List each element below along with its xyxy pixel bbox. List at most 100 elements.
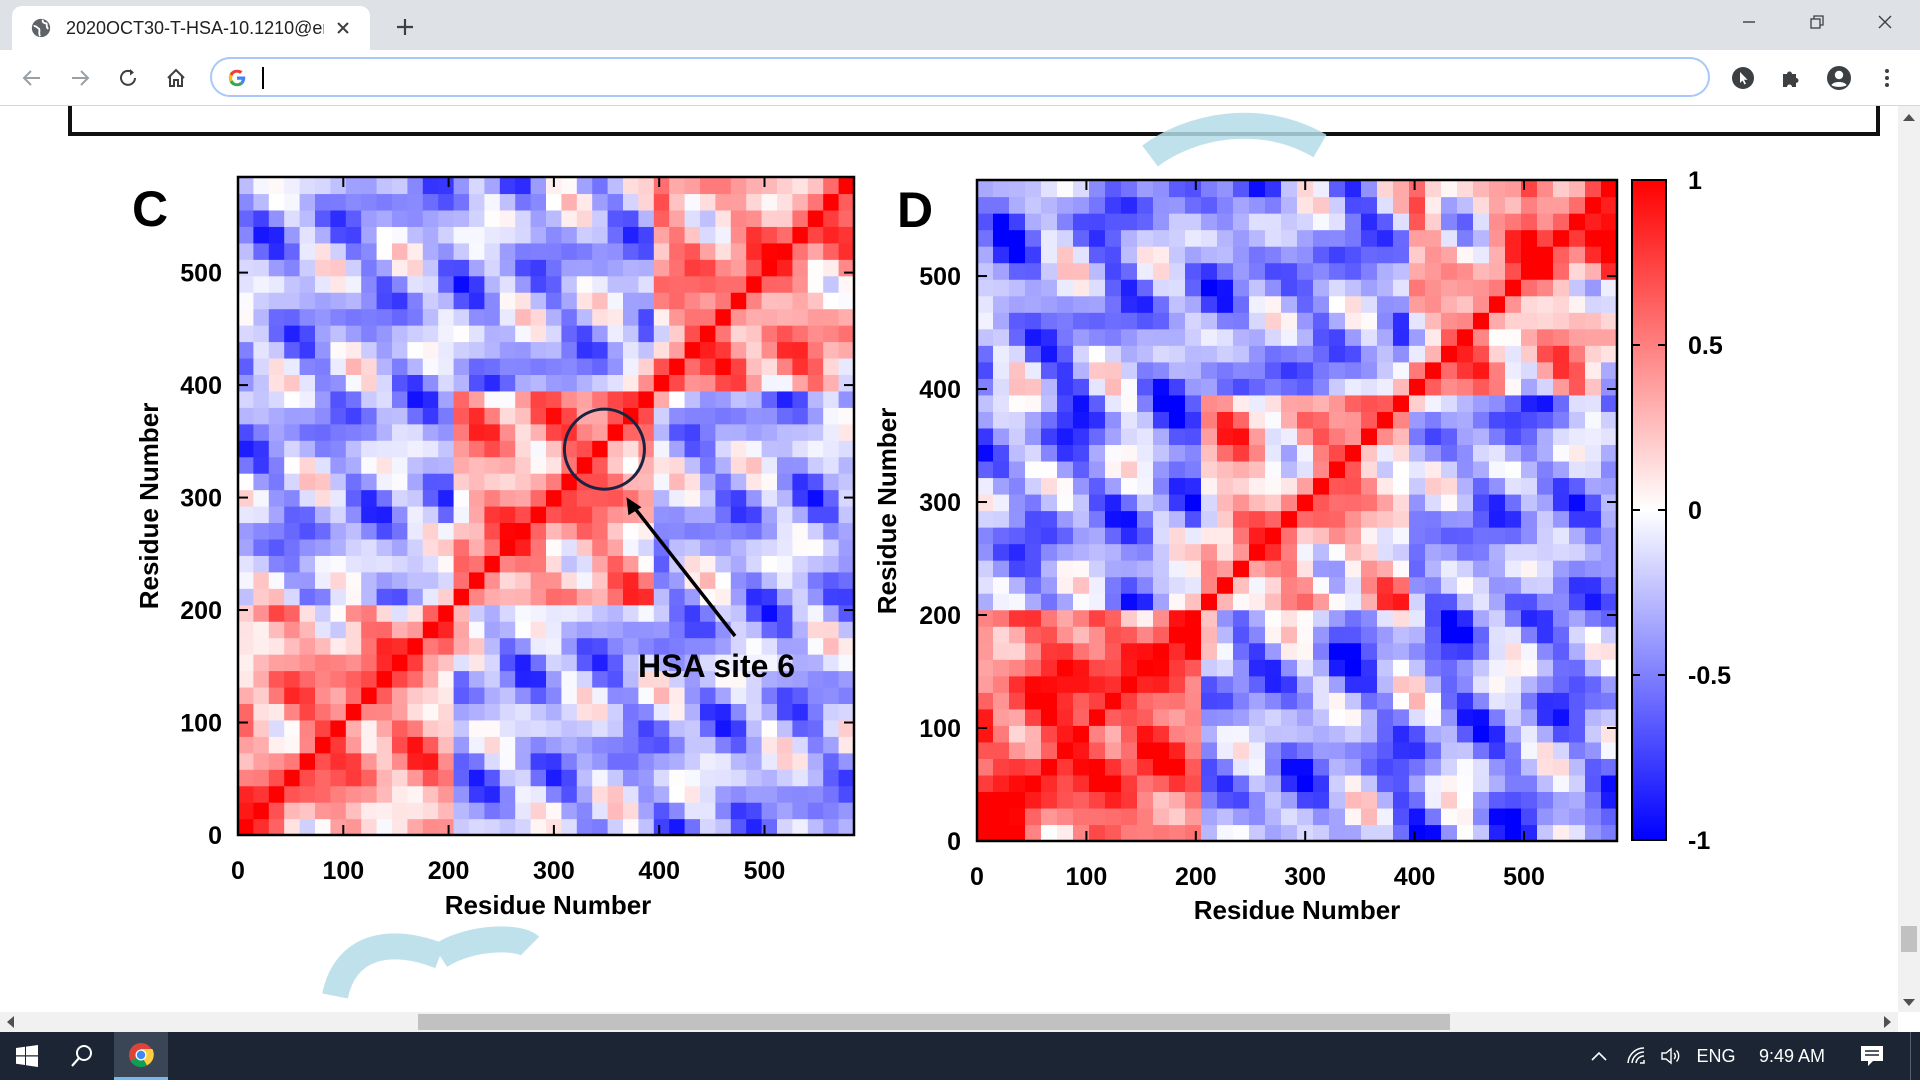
heatmap-cell [1329,378,1346,396]
heatmap-cell [1185,477,1202,495]
heatmap-cell [376,637,393,655]
scroll-left-icon[interactable] [7,1016,14,1028]
heatmap-cell [1201,510,1218,528]
heatmap-cell [1537,576,1554,594]
heatmap-cell [1521,328,1538,346]
heatmap-cell [315,785,331,803]
home-button[interactable] [161,63,191,93]
heatmap-cell [1297,328,1314,346]
input-language[interactable]: ENG [1696,1045,1736,1066]
heatmap-cell [792,785,809,803]
extensions-button[interactable] [1776,63,1806,93]
heatmap-cell [1025,361,1042,379]
heatmap-cell [1313,328,1330,346]
address-bar[interactable] [210,57,1710,97]
heatmap-cell [1473,345,1490,363]
profile-button[interactable] [1824,63,1854,93]
minimize-button[interactable] [1714,0,1784,44]
action-center-button[interactable] [1852,1032,1892,1080]
new-tab-button[interactable] [390,12,420,42]
heatmap-cell [746,785,763,803]
show-hidden-icons-button[interactable] [1586,1032,1612,1080]
close-window-button[interactable] [1850,0,1920,44]
y-tick-label: 500 [180,260,222,288]
vertical-scroll-thumb[interactable] [1901,926,1917,952]
heatmap-cell [1185,593,1202,611]
scroll-down-icon[interactable] [1903,999,1915,1006]
heatmap-cell [1137,626,1154,644]
heatmap-cell [1073,758,1090,776]
heatmap-cell [792,555,809,573]
show-desktop-button[interactable] [1910,1032,1920,1080]
heatmap-cell [238,242,254,260]
heatmap-cell [453,522,470,540]
heatmap-cell [1313,560,1330,578]
heatmap-cell [715,785,732,803]
heatmap-cell [1457,213,1474,231]
heatmap-cell [546,785,562,803]
heatmap-cell [715,390,732,408]
heatmap-cell [623,752,639,770]
heatmap-cell [1073,510,1090,528]
reload-button[interactable] [113,63,143,93]
clock[interactable]: 9:49 AM [1758,1045,1826,1066]
heatmap-cell [1105,659,1122,677]
back-button[interactable] [17,63,47,93]
heatmap-cell [499,390,516,408]
heatmap-cell [546,571,562,589]
heatmap-cell [1041,246,1058,264]
vertical-scrollbar[interactable] [1898,106,1920,1012]
heatmap-cell [823,670,840,688]
network-button[interactable] [1622,1032,1652,1080]
scroll-up-icon[interactable] [1903,114,1915,121]
heatmap-cell [284,489,301,507]
forward-button[interactable] [65,63,95,93]
heatmap-cell [1313,791,1330,809]
heatmap-cell [623,654,639,672]
taskbar-chrome[interactable] [114,1032,168,1080]
heatmap-cell [1121,262,1138,280]
scroll-right-icon[interactable] [1884,1016,1891,1028]
horizontal-scroll-thumb[interactable] [418,1014,1450,1030]
heatmap-cell [1009,708,1026,726]
heatmap-cell [746,604,763,622]
address-input[interactable] [266,61,1690,95]
search-button[interactable] [58,1032,106,1080]
tab-active[interactable]: 2020OCT30-T-HSA-10.1210@endo [12,6,370,50]
heatmap-cell [1489,642,1506,660]
start-button[interactable] [0,1032,54,1080]
heatmap-cell [361,736,378,754]
heatmap-cell [253,226,270,244]
heatmap-cell [993,378,1010,396]
heatmap-cell [1537,213,1554,231]
extension-button[interactable] [1728,63,1758,93]
heatmap-cell [653,686,670,704]
menu-button[interactable] [1872,63,1902,93]
heatmap-cell [1505,510,1522,528]
heatmap-cell [284,571,301,589]
heatmap-cell [453,341,470,359]
heatmap-cell [1537,807,1554,826]
heatmap-cell [1025,180,1042,198]
heatmap-cell [284,588,301,606]
heatmap-cell [1025,262,1042,280]
close-tab-icon[interactable] [332,17,354,39]
heatmap-cell [1553,361,1570,379]
heatmap-cell [1073,791,1090,809]
heatmap-cell [469,571,485,589]
heatmap-cell [1537,758,1554,776]
heatmap-cell [653,292,670,310]
heatmap-cell [268,456,285,474]
horizontal-scrollbar[interactable] [0,1012,1898,1032]
heatmap-cell [315,588,331,606]
volume-button[interactable] [1656,1032,1686,1080]
heatmap-cell [592,703,609,721]
heatmap-cell [715,325,732,343]
heatmap-cell [268,390,285,408]
heatmap-cell [299,571,316,589]
restore-button[interactable] [1782,0,1852,44]
heatmap-cell [1105,576,1122,594]
heatmap-cell [993,279,1010,297]
heatmap-cell [1041,345,1058,363]
heatmap-cell [1249,560,1266,578]
